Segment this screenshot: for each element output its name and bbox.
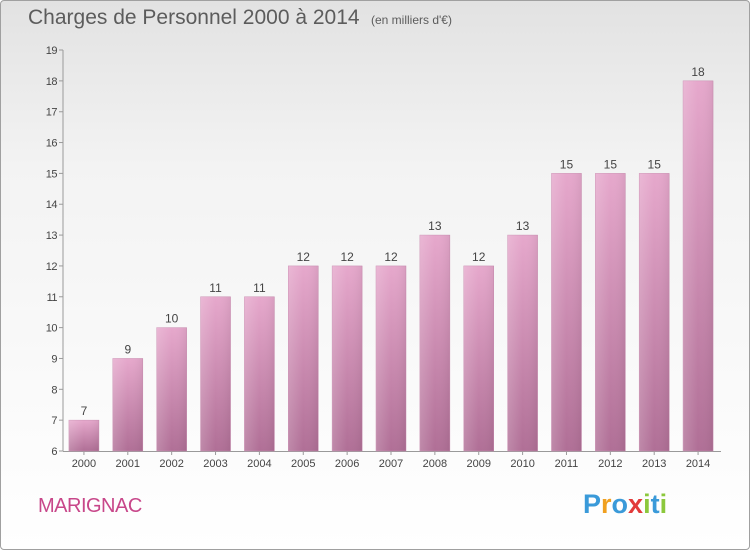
data-label: 13 (516, 219, 530, 233)
data-label: 9 (124, 342, 131, 356)
y-tick-label: 12 (46, 261, 58, 273)
bar-shade (419, 235, 450, 451)
bar-shade (244, 296, 275, 451)
bar-shade (551, 173, 582, 451)
data-label: 12 (384, 250, 398, 264)
bar-shade (68, 420, 99, 451)
axes: 6 7 8 9 10 11 12 13 14 15 16 17 18 19 2000 2001 2002 2003… (46, 45, 721, 470)
x-tick-label: 2012 (598, 458, 622, 470)
bar-shade (288, 265, 319, 451)
logo-letter: x (628, 489, 644, 519)
y-tick-label: 6 (51, 446, 57, 458)
x-tick-label: 2001 (116, 458, 140, 470)
bar-shade (200, 296, 231, 451)
bar-shade (595, 173, 626, 451)
y-tick-label: 13 (46, 230, 58, 242)
logo-letter: o (611, 489, 629, 519)
x-tick-label: 2010 (510, 458, 534, 470)
data-label: 7 (81, 404, 88, 418)
logo-letter: r (601, 489, 612, 519)
bar-shade (507, 235, 538, 451)
y-tick-label: 7 (51, 415, 57, 427)
data-label: 15 (648, 157, 662, 171)
chart-subtitle: (en milliers d'€) (371, 13, 452, 27)
data-label: 11 (253, 281, 266, 295)
bar-shade (683, 80, 714, 451)
x-tick-label: 2014 (686, 458, 710, 470)
bar-shade (112, 358, 143, 451)
data-label: 15 (604, 157, 618, 171)
x-tick-label: 2002 (159, 458, 183, 470)
x-tick-label: 2007 (379, 458, 403, 470)
y-tick-label: 15 (46, 168, 58, 180)
logo-letter: i (643, 489, 651, 519)
x-tick-label: 2000 (72, 458, 96, 470)
logo-letter: P (583, 489, 602, 519)
y-tick-label: 17 (46, 107, 58, 119)
data-label: 12 (297, 250, 311, 264)
data-label: 15 (560, 157, 574, 171)
x-tick-label: 2011 (555, 458, 579, 470)
commune-name: MARIGNAC (38, 495, 142, 517)
bars (68, 80, 714, 452)
bar-shade (639, 173, 670, 451)
data-label: 12 (340, 250, 354, 264)
y-tick-label: 19 (46, 45, 58, 57)
data-labels: 7 9 10 11 11 12 12 12 13 12 13 15 15 15 18 (81, 65, 705, 418)
x-tick-label: 2008 (423, 458, 447, 470)
logo-letter: t (650, 489, 660, 519)
bar-shade (463, 265, 494, 451)
data-label: 11 (209, 281, 222, 295)
data-label: 12 (472, 250, 486, 264)
y-tick-label: 18 (46, 76, 58, 88)
bar-shade (156, 327, 187, 451)
y-tick-label: 14 (46, 199, 58, 211)
logo-letter: i (659, 489, 668, 519)
y-tick-label: 9 (51, 353, 57, 365)
x-tick-label: 2005 (291, 458, 315, 470)
y-tick-label: 11 (47, 292, 58, 304)
data-label: 13 (428, 219, 442, 233)
x-tick-label: 2009 (466, 458, 490, 470)
y-tick-label: 8 (51, 384, 57, 396)
data-label: 18 (691, 65, 705, 79)
bar-shade (376, 265, 406, 451)
proxiti-logo: Proxiti (583, 489, 667, 520)
data-label: 10 (165, 312, 179, 326)
x-tick-label: 2013 (642, 458, 666, 470)
x-tick-label: 2006 (335, 458, 359, 470)
chart-title: Charges de Personnel 2000 à 2014 (28, 6, 360, 29)
x-tick-label: 2004 (247, 458, 271, 470)
bar-shade (332, 265, 363, 451)
y-tick-label: 16 (46, 138, 58, 150)
y-tick-label: 10 (46, 323, 58, 335)
x-tick-label: 2003 (203, 458, 227, 470)
